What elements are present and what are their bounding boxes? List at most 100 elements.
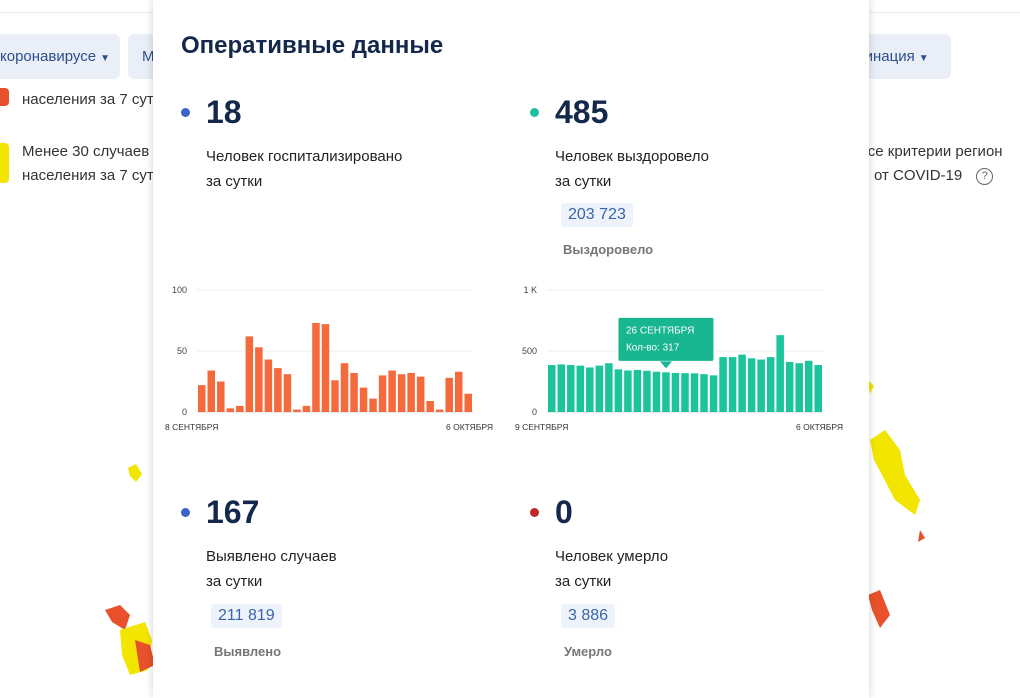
- hospitalized-bar: [359, 387, 368, 412]
- total-cases: 211 819: [211, 604, 282, 628]
- hospitalized-bar: [369, 398, 377, 412]
- recovered-bar: [700, 374, 708, 412]
- recovered-bar: [633, 369, 642, 412]
- recovered-bar: [652, 371, 661, 412]
- recovered-bar: [785, 361, 794, 412]
- hospitalized-bar: [312, 322, 320, 412]
- recovered-bar: [766, 357, 775, 412]
- tooltip-title: 26 СЕНТЯБРЯ: [626, 325, 694, 336]
- legend-swatch-yellow: [0, 143, 9, 183]
- hospitalized-bar: [397, 374, 406, 412]
- recovered-bar: [747, 358, 756, 412]
- y-tick-label: 0: [532, 407, 537, 417]
- hospitalized-bar: [293, 409, 301, 412]
- dot-icon: [181, 508, 190, 517]
- stat-label: Выявлено случаев за сутки: [206, 544, 337, 594]
- nav-dropdown-label: М: [142, 48, 155, 65]
- hospitalized-bar: [207, 370, 216, 412]
- dot-icon: [530, 508, 539, 517]
- total-caption: Умерло: [564, 644, 612, 659]
- recovered-bar: [738, 354, 746, 412]
- recovered-bar: [671, 372, 680, 412]
- recovered-bar: [548, 365, 556, 412]
- stat-label: Человек умерло за сутки: [555, 544, 668, 594]
- stat-deaths: 0 Человек умерло за сутки: [530, 494, 830, 594]
- recovered-bar: [757, 359, 765, 412]
- stat-label: Человек выздоровело за сутки: [555, 144, 709, 194]
- total-deaths: 3 886: [561, 604, 616, 628]
- recovered-bar: [605, 363, 613, 412]
- stat-label-line: Человек госпитализировано: [206, 148, 403, 165]
- hospitalized-bar: [340, 363, 349, 412]
- y-tick-label: 0: [182, 407, 187, 417]
- recovered-bar: [586, 367, 594, 412]
- recovered-bar: [576, 365, 585, 412]
- hospitalized-bar: [274, 368, 282, 412]
- operational-data-panel: Оперативные данные 18 Человек госпитализ…: [153, 0, 869, 698]
- panel-title: Оперативные данные: [181, 32, 444, 59]
- total-recovered: 203 723: [561, 203, 633, 227]
- recovered-bar: [814, 365, 822, 412]
- x-tick-label: 6 ОКТЯБРЯ: [796, 422, 843, 432]
- tooltip-pointer: [659, 361, 672, 369]
- legend-swatch-orange: [0, 88, 9, 106]
- recovered-bar: [690, 373, 699, 412]
- hospitalized-bar: [445, 377, 453, 412]
- hospitalized-bar: [388, 370, 396, 412]
- hospitalized-bar: [464, 393, 472, 412]
- hospitalized-bar: [302, 405, 311, 412]
- hospitalized-bar: [378, 375, 387, 412]
- legend-text: населения за 7 сут: [22, 91, 154, 108]
- stat-label-line: за сутки: [206, 573, 263, 590]
- stat-value: 485: [555, 94, 609, 130]
- legend-text: Менее 30 случаев: [22, 143, 150, 160]
- recovered-bar: [728, 357, 737, 412]
- hospitalized-bar: [264, 359, 273, 412]
- recovered-bar: [662, 372, 670, 412]
- recovered-bar: [776, 335, 784, 412]
- criteria-line-2: от COVID-19?: [860, 164, 1003, 188]
- y-tick-label: 50: [177, 346, 187, 356]
- recovered-bar: [709, 375, 718, 412]
- x-tick-label: 8 СЕНТЯБРЯ: [165, 422, 218, 432]
- hospitalized-bar: [426, 401, 434, 412]
- recovered-bar: [643, 370, 651, 412]
- y-tick-label: 1 K: [523, 285, 537, 295]
- chevron-down-icon: ▼: [918, 53, 929, 64]
- hospitalized-bar: [454, 371, 463, 412]
- hospitalized-bar: [236, 405, 244, 412]
- y-tick-label: 500: [522, 346, 537, 356]
- hospitalized-bar: [416, 376, 425, 412]
- map-region-left: [105, 605, 155, 675]
- x-tick-label: 9 СЕНТЯБРЯ: [515, 422, 568, 432]
- y-tick-label: 100: [172, 285, 187, 295]
- hospitalized-bar: [198, 385, 206, 412]
- hospitalized-bar: [283, 374, 292, 412]
- stat-value: 0: [555, 494, 573, 530]
- stat-label-line: Выявлено случаев: [206, 548, 337, 565]
- nav-dropdown-coronavirus[interactable]: коронавирусе ▼: [0, 34, 120, 79]
- stat-cases: 167 Выявлено случаев за сутки: [181, 494, 481, 594]
- recovered-bar: [681, 373, 689, 412]
- map-region-right: [868, 380, 925, 628]
- criteria-text: все критерии регион от COVID-19?: [860, 140, 1003, 188]
- stat-label-line: Человек выздоровело: [555, 148, 709, 165]
- chevron-down-icon: ▼: [100, 53, 110, 64]
- hospitalized-bar: [350, 372, 358, 412]
- hospitalized-bar: [331, 380, 339, 412]
- help-icon[interactable]: ?: [976, 167, 994, 185]
- dot-icon: [530, 108, 539, 117]
- recovered-bar: [795, 363, 803, 412]
- nav-dropdown-label: цинация: [856, 48, 915, 65]
- stat-label-line: за сутки: [555, 573, 612, 590]
- nav-dropdown-label: коронавирусе: [0, 48, 97, 65]
- stat-recovered: 485 Человек выздоровело за сутки: [530, 94, 830, 194]
- dot-icon: [181, 108, 190, 117]
- hospitalized-bar: [217, 381, 225, 412]
- map-region-small: [128, 464, 142, 482]
- recovered-bar: [804, 360, 813, 412]
- stat-value: 18: [206, 94, 242, 130]
- hospitalized-bar: [407, 372, 415, 412]
- recovered-chart: 0 500 1 K 9 СЕНТЯБРЯ 6 ОКТЯБРЯ 26 СЕНТЯБРЯ Кол…: [515, 285, 843, 432]
- recovered-bar: [624, 370, 632, 412]
